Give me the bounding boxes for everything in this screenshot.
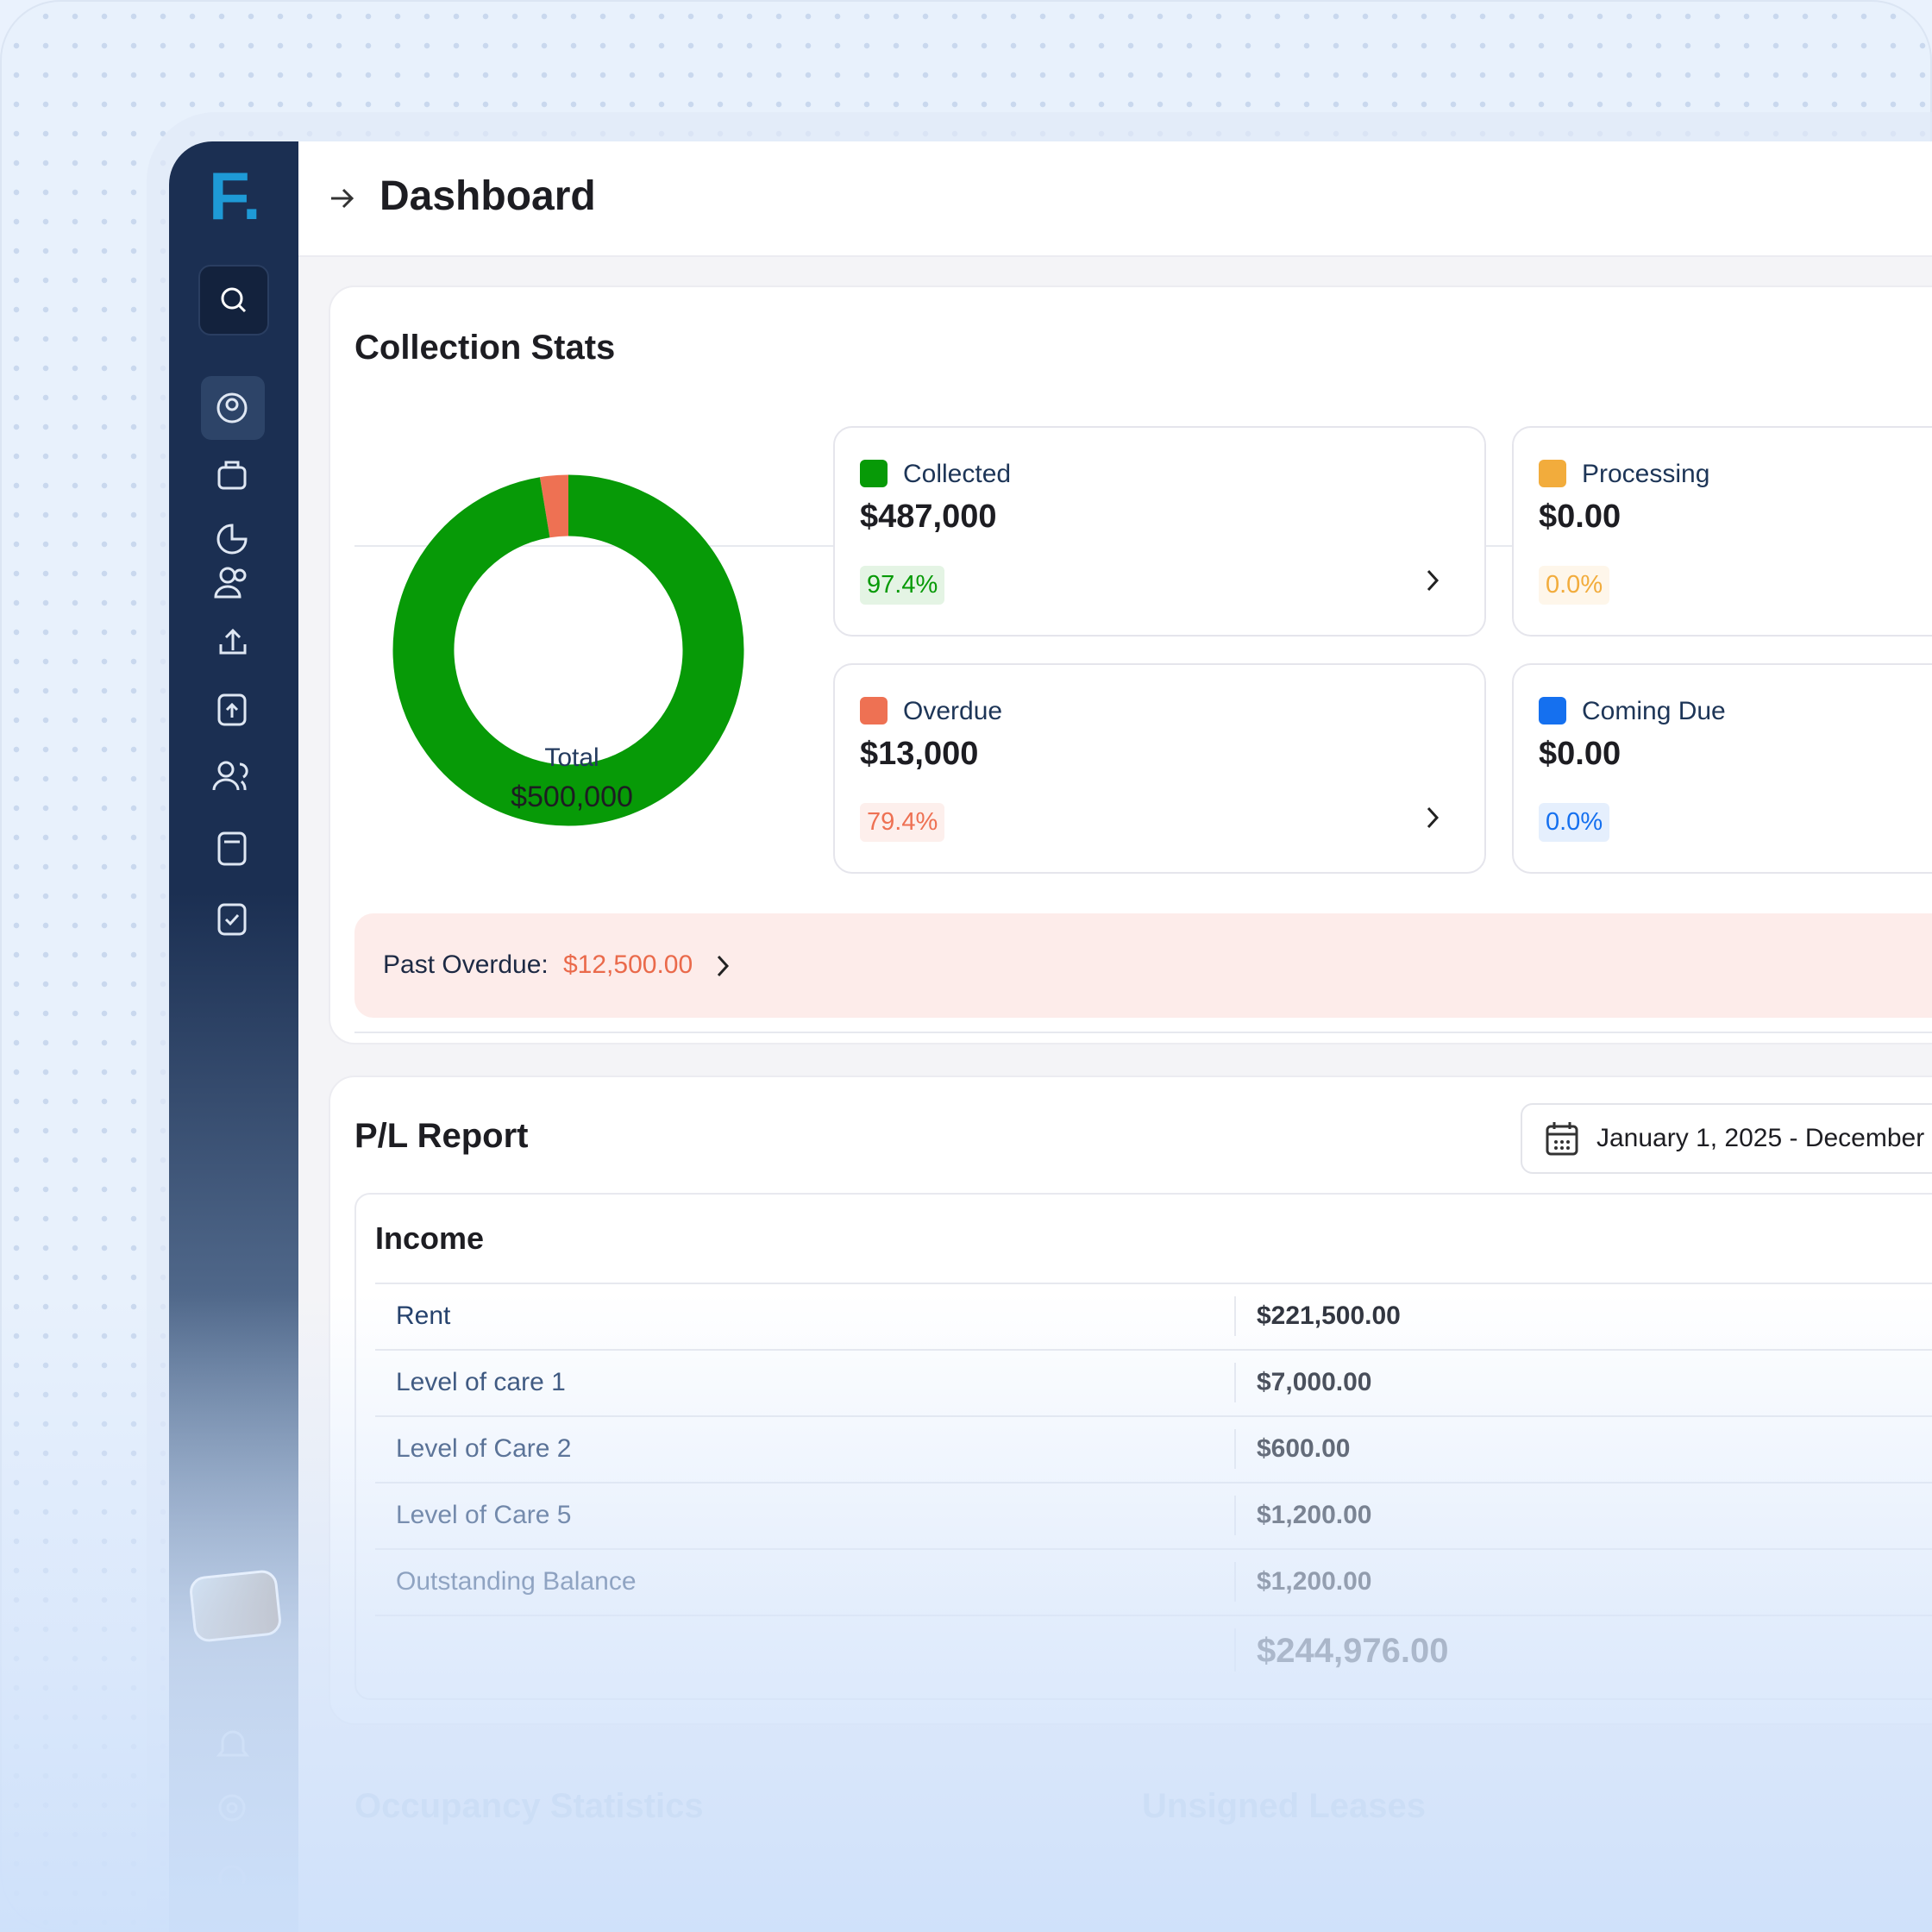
past-overdue-label: Past Overdue: <box>383 950 549 979</box>
stat-card[interactable]: Collected $487,000 97.4% <box>833 426 1486 637</box>
row-value: $1,200.00 <box>1257 1501 1372 1529</box>
card-percent: 97.4% <box>860 566 945 605</box>
column-divider <box>1234 1296 1236 1336</box>
card-percent: 79.4% <box>860 803 945 842</box>
chevron <box>1427 569 1440 592</box>
back-arrow[interactable] <box>326 183 361 214</box>
row-value: $7,000.00 <box>1257 1368 1372 1396</box>
stat-card[interactable]: Overdue $13,000 79.4% <box>833 663 1486 874</box>
avatar[interactable] <box>188 1568 283 1644</box>
card-amount: $13,000 <box>860 736 979 772</box>
card-percent: 0.0% <box>1539 566 1610 605</box>
row-divider <box>375 1548 1932 1550</box>
past-overdue-amount: $12,500.00 <box>563 950 693 979</box>
row-label: Outstanding Balance <box>396 1567 637 1596</box>
stat-card[interactable]: Coming Due $0.00 0.0% <box>1512 663 1932 874</box>
card-amount: $0.00 <box>1539 499 1622 535</box>
search-icon <box>221 287 247 313</box>
donut-slice <box>539 474 569 538</box>
donut-total-label: Total <box>544 743 599 772</box>
row-divider <box>375 1482 1932 1484</box>
donut-slice <box>392 474 744 826</box>
income-total: $244,976.00 <box>1257 1632 1449 1670</box>
page-title: Dashboard <box>380 173 596 219</box>
row-label: Level of Care 5 <box>396 1501 572 1529</box>
row-divider <box>375 1283 1932 1284</box>
row-value: $221,500.00 <box>1257 1302 1401 1330</box>
app: F. <box>169 141 1932 1932</box>
card-amount: $0.00 <box>1539 736 1622 772</box>
donut-chart: Total $500,000 <box>392 474 744 826</box>
chevron <box>717 955 730 977</box>
date-range: January 1, 2025 - December <box>1596 1124 1925 1152</box>
logo: F. <box>209 158 261 234</box>
pl-report-card: P/L Report January 1, 2025 - December In… <box>329 1076 1932 1725</box>
section-title: Unsigned Leases <box>1142 1787 1427 1825</box>
row-label: Level of care 1 <box>396 1368 566 1396</box>
top-bar: Dashboard <box>298 141 1932 257</box>
legend-swatch <box>860 460 888 487</box>
donut-total: $500,000 <box>511 781 633 813</box>
chevron <box>1427 806 1440 829</box>
nav-icons <box>212 392 248 936</box>
card-amount: $487,000 <box>860 499 997 535</box>
search-button[interactable] <box>198 265 269 336</box>
section-title: P/L Report <box>354 1117 529 1155</box>
sidebar: F. <box>169 141 298 1932</box>
row-divider <box>375 1415 1932 1417</box>
footer-icons <box>216 1730 250 1884</box>
legend-swatch <box>1539 460 1566 487</box>
column-divider <box>1234 1363 1236 1402</box>
column-divider <box>1234 1429 1236 1469</box>
column-divider <box>1234 1562 1236 1602</box>
row-divider <box>375 1615 1932 1616</box>
nav-active[interactable] <box>201 376 265 440</box>
legend-swatch <box>1539 697 1566 724</box>
card-name: Overdue <box>903 697 1003 725</box>
row-label: Level of Care 2 <box>396 1434 572 1463</box>
stat-card[interactable]: Processing $0.00 0.0% <box>1512 426 1932 637</box>
section-title: Occupancy Statistics <box>354 1787 704 1825</box>
calendar-icon <box>1546 1122 1578 1156</box>
card-percent: 0.0% <box>1539 803 1610 842</box>
row-divider <box>375 1349 1932 1351</box>
column-divider <box>1234 1628 1236 1672</box>
card-name: Collected <box>903 460 1012 488</box>
section-title: Collection Stats <box>354 329 616 367</box>
past-overdue-bar[interactable]: Past Overdue: $12,500.00 <box>354 913 1932 1018</box>
divider <box>354 1032 1932 1033</box>
row-value: $600.00 <box>1257 1434 1351 1463</box>
legend-swatch <box>860 697 888 724</box>
income-title: Income <box>375 1220 485 1256</box>
row-value: $1,200.00 <box>1257 1567 1372 1596</box>
income-table: Income Rent $221,500.00 Level of care 1 $7,… <box>354 1193 1932 1700</box>
date-picker[interactable]: January 1, 2025 - December <box>1521 1103 1932 1174</box>
column-divider <box>1234 1496 1236 1535</box>
card-name: Coming Due <box>1582 697 1726 725</box>
card-name: Processing <box>1582 460 1710 488</box>
row-label: Rent <box>396 1302 451 1330</box>
